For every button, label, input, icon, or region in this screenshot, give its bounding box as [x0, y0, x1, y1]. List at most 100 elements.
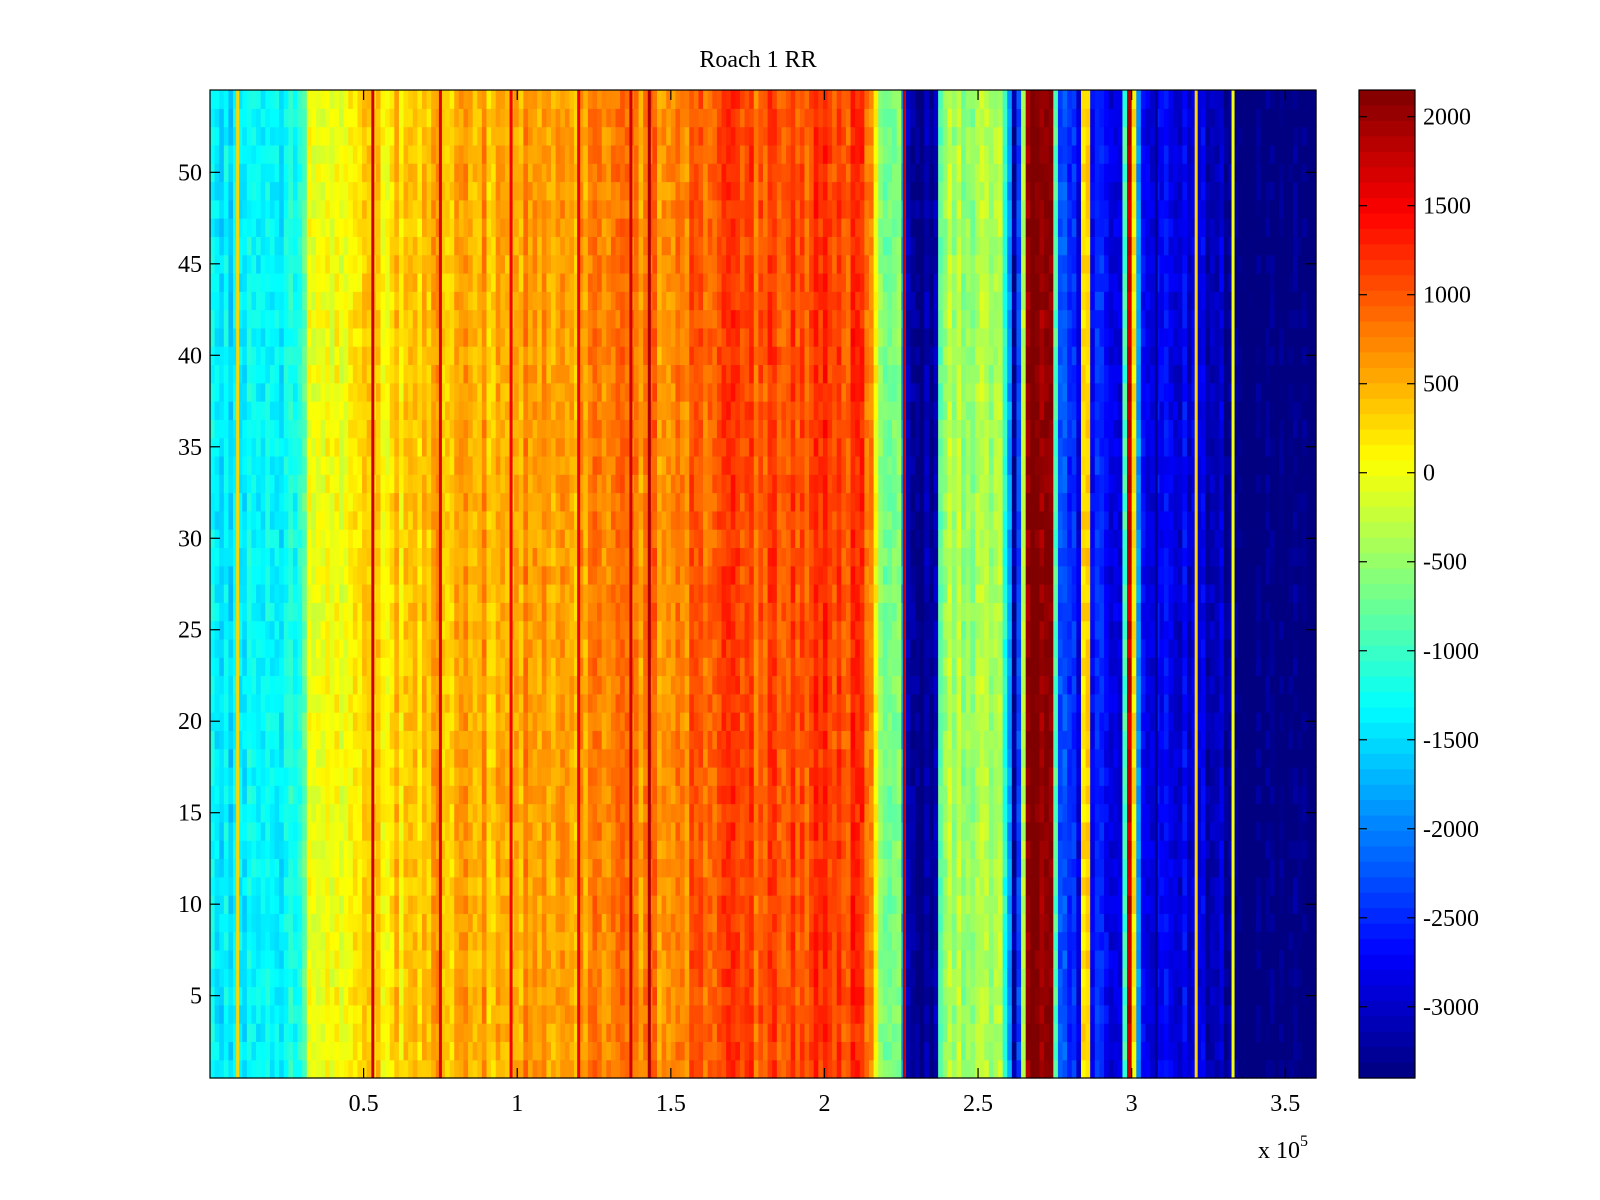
- heatmap-cell: [223, 584, 230, 603]
- heatmap-cell: [228, 1059, 234, 1079]
- heatmap-cell: [297, 90, 303, 109]
- heatmap-cell: [403, 492, 409, 512]
- heatmap-cell: [279, 291, 285, 311]
- heatmap-cell: [578, 949, 584, 969]
- heatmap-cell: [352, 90, 359, 109]
- heatmap-cell: [481, 108, 488, 128]
- heatmap-cell: [537, 309, 543, 329]
- heatmap-cell: [560, 968, 566, 988]
- heatmap-cell: [380, 1004, 386, 1024]
- heatmap-cell: [583, 913, 589, 933]
- heatmap-cell: [615, 254, 621, 274]
- heatmap-cell: [269, 657, 276, 677]
- heatmap-cell: [537, 821, 543, 841]
- heatmap-cell: [587, 1023, 594, 1043]
- heatmap-cell: [417, 108, 423, 128]
- heatmap-cell: [504, 931, 511, 951]
- heatmap-cell: [246, 126, 253, 146]
- heatmap-cell: [302, 968, 308, 988]
- heatmap-cell: [620, 657, 626, 677]
- heatmap-cell: [256, 90, 262, 109]
- heatmap-cell: [527, 90, 534, 109]
- heatmap-cell: [504, 657, 511, 677]
- heatmap-cell: [546, 126, 552, 146]
- heatmap-cell: [504, 895, 511, 914]
- heatmap-cell: [468, 474, 474, 494]
- heatmap-cell: [468, 602, 474, 622]
- heatmap-cell: [380, 986, 386, 1006]
- heatmap-cell: [214, 1004, 220, 1024]
- heatmap-cell: [237, 529, 243, 549]
- heatmap-cell: [504, 510, 511, 530]
- heatmap-cell: [440, 712, 446, 731]
- heatmap-cell: [398, 821, 405, 841]
- heatmap-cell: [601, 309, 607, 329]
- heatmap-cell: [560, 108, 566, 128]
- heatmap-cell: [389, 1059, 395, 1079]
- heatmap-cell: [389, 309, 395, 329]
- heatmap-cell: [481, 1023, 488, 1043]
- heatmap-cell: [532, 218, 538, 237]
- heatmap-cell: [362, 949, 368, 969]
- heatmap-cell: [449, 620, 455, 640]
- heatmap-cell: [504, 565, 511, 585]
- heatmap-cell: [445, 821, 451, 841]
- heatmap-cell: [288, 90, 294, 109]
- heatmap-cell: [274, 1004, 280, 1024]
- heatmap-cell: [481, 236, 488, 256]
- heatmap-cell: [339, 968, 345, 988]
- heatmap-cell: [597, 346, 603, 366]
- heatmap-cell: [242, 858, 248, 878]
- heatmap-cell: [449, 657, 455, 677]
- heatmap-cell: [311, 199, 317, 219]
- heatmap-cell: [274, 949, 280, 969]
- heatmap-cell: [394, 803, 400, 823]
- heatmap-cell: [569, 218, 575, 237]
- heatmap-cell: [610, 895, 617, 914]
- heatmap-cell: [348, 510, 354, 530]
- heatmap-cell: [569, 895, 575, 914]
- heatmap-cell: [246, 785, 253, 805]
- heatmap-cell: [445, 785, 451, 805]
- heatmap-cell: [527, 968, 534, 988]
- heatmap-cell: [223, 748, 230, 768]
- heatmap-cell: [210, 840, 216, 860]
- heatmap-cell: [283, 163, 289, 183]
- heatmap-cell: [214, 382, 220, 402]
- heatmap-cell: [417, 986, 423, 1006]
- heatmap-cell: [458, 748, 465, 768]
- heatmap-cell: [329, 748, 336, 768]
- heatmap-cell: [468, 840, 474, 860]
- heatmap-cell: [532, 931, 538, 951]
- heatmap-cell: [532, 144, 538, 164]
- heatmap-cell: [624, 181, 630, 201]
- heatmap-cell: [283, 949, 289, 969]
- heatmap-cell: [491, 529, 497, 549]
- heatmap-cell: [500, 913, 506, 933]
- heatmap-cell: [283, 1059, 289, 1079]
- heatmap-cell: [334, 199, 340, 219]
- heatmap-cell: [454, 309, 460, 329]
- heatmap-cell: [458, 199, 465, 219]
- heatmap-cell: [260, 638, 266, 658]
- heatmap-cell: [431, 401, 437, 420]
- heatmap-cell: [352, 218, 359, 237]
- heatmap-cell: [408, 657, 414, 677]
- heatmap-cell: [352, 181, 359, 201]
- heatmap-cell: [265, 419, 271, 439]
- heatmap-cell: [302, 181, 308, 201]
- heatmap-cell: [320, 126, 326, 146]
- heatmap-cell: [532, 821, 538, 841]
- heatmap-cell: [431, 309, 437, 329]
- heatmap-cell: [601, 876, 607, 896]
- heatmap-cell: [283, 108, 289, 128]
- heatmap-cell: [408, 401, 414, 420]
- heatmap-cell: [357, 455, 363, 475]
- heatmap-cell: [269, 419, 276, 439]
- heatmap-cell: [551, 968, 557, 988]
- heatmap-cell: [223, 986, 230, 1006]
- heatmap-cell: [523, 821, 529, 841]
- heatmap-cell: [445, 949, 451, 969]
- heatmap-cell: [574, 309, 580, 329]
- heatmap-cell: [380, 876, 386, 896]
